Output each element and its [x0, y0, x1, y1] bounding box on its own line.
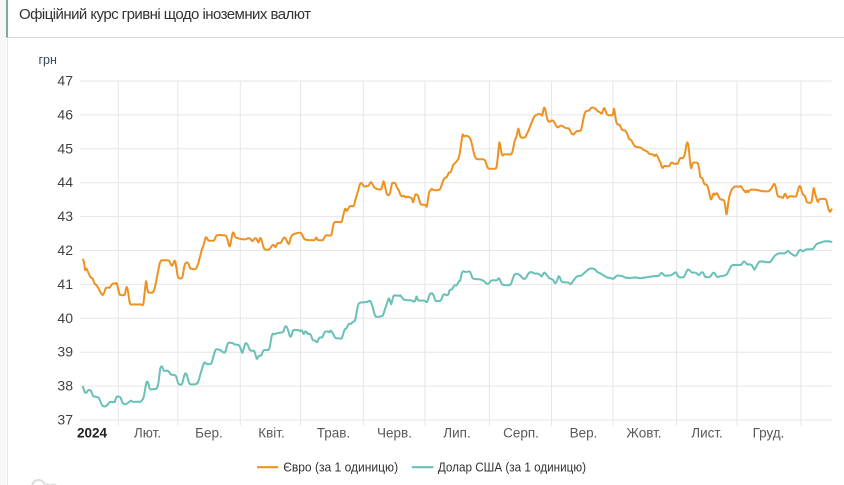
svg-text:39: 39	[57, 344, 73, 360]
svg-text:Черв.: Черв.	[377, 426, 412, 441]
svg-text:45: 45	[57, 140, 73, 156]
svg-text:грн: грн	[39, 53, 58, 67]
svg-text:42: 42	[57, 242, 73, 258]
svg-text:Квіт.: Квіт.	[258, 426, 284, 441]
svg-text:37: 37	[57, 412, 73, 428]
svg-text:Трав.: Трав.	[317, 426, 350, 441]
svg-text:Лют.: Лют.	[134, 426, 161, 441]
svg-text:41: 41	[57, 276, 73, 292]
svg-text:43: 43	[57, 208, 73, 224]
svg-text:2024: 2024	[77, 426, 108, 441]
svg-text:Груд.: Груд.	[753, 426, 785, 441]
svg-text:Жовт.: Жовт.	[626, 426, 661, 441]
svg-text:Лип.: Лип.	[443, 426, 470, 441]
svg-text:44: 44	[57, 174, 73, 190]
svg-text:40: 40	[57, 310, 73, 326]
svg-text:47: 47	[57, 73, 73, 89]
svg-text:Євро (за 1 одиницю): Євро (за 1 одиницю)	[283, 460, 398, 474]
svg-text:Лист.: Лист.	[691, 426, 723, 441]
svg-text:Долар США (за 1 одиницю): Долар США (за 1 одиницю)	[438, 460, 586, 474]
svg-text:Вер.: Вер.	[570, 426, 598, 441]
svg-text:Бер.: Бер.	[195, 426, 223, 441]
svg-text:46: 46	[57, 106, 73, 122]
svg-text:38: 38	[57, 378, 73, 394]
svg-text:Серп.: Серп.	[503, 426, 539, 441]
